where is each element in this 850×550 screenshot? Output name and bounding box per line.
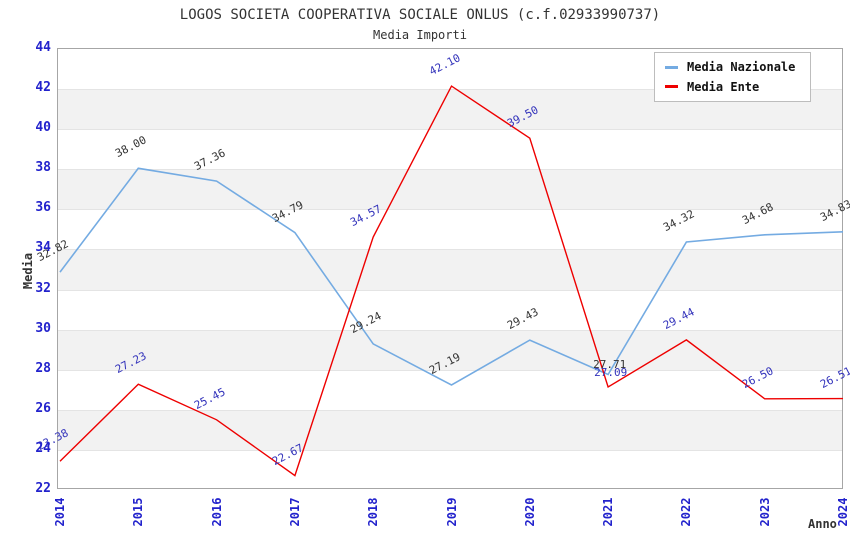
data-point-label: 27.71	[593, 357, 627, 371]
legend-label: Media Nazionale	[687, 60, 796, 75]
gridline	[58, 129, 842, 131]
y-axis-tick-label: 44	[35, 40, 51, 55]
y-axis-tick-label: 22	[35, 481, 51, 496]
x-axis-tick-label: 2016	[209, 497, 224, 527]
gridline	[58, 449, 842, 451]
x-axis-tick-label: 2023	[757, 497, 772, 527]
y-axis-tick-label: 34	[35, 240, 51, 256]
x-axis-tick-label: 2022	[679, 497, 694, 527]
legend-swatch-line-icon	[665, 85, 678, 89]
x-axis-tick-label: 2015	[131, 497, 146, 527]
x-axis-tick-label: 2024	[836, 497, 850, 527]
y-axis-tick-label: 42	[35, 80, 51, 96]
gridline	[58, 249, 842, 251]
x-axis-tick-label: 2021	[601, 497, 616, 527]
gridline	[58, 289, 842, 291]
chart-title: LOGOS SOCIETA COOPERATIVA SOCIALE ONLUS …	[179, 7, 661, 23]
x-axis-tick-label: 2017	[287, 497, 302, 527]
gridline	[58, 169, 842, 171]
legend-swatch-line-icon	[665, 65, 678, 69]
data-point-label: 27.09	[594, 365, 628, 379]
legend-label: Media Ente	[687, 79, 760, 94]
y-axis-tick-label: 32	[35, 280, 51, 296]
legend-box: Media Nazionale Media Ente	[654, 52, 811, 102]
gridline	[58, 409, 842, 411]
x-axis-tick-label: 2020	[522, 497, 537, 527]
gridline	[58, 209, 842, 211]
grid-band	[58, 169, 842, 210]
grid-band	[58, 249, 842, 290]
x-axis-tick-label: 2019	[444, 497, 459, 527]
legend-item-media-nazionale: Media Nazionale	[655, 60, 810, 74]
x-axis-tick-label: 2018	[366, 497, 381, 527]
y-axis-tick-label: 30	[35, 320, 51, 336]
gridline	[58, 329, 842, 331]
gridline	[58, 369, 842, 371]
y-axis-tick-label: 38	[35, 160, 51, 176]
y-axis-tick-label: 24	[35, 440, 51, 456]
y-axis-tick-label: 40	[35, 120, 51, 136]
y-axis-tick-label: 26	[35, 400, 51, 416]
x-axis-title: Anno	[808, 517, 837, 531]
y-axis-tick-label: 28	[35, 360, 51, 376]
legend-item-media-ente: Media Ente	[655, 80, 810, 94]
x-axis-tick-label: 2014	[53, 497, 67, 527]
grid-band	[58, 409, 842, 450]
chart-subtitle: Media Importi	[373, 28, 467, 42]
plot-area	[57, 48, 843, 489]
y-axis-tick-label: 36	[35, 200, 51, 216]
